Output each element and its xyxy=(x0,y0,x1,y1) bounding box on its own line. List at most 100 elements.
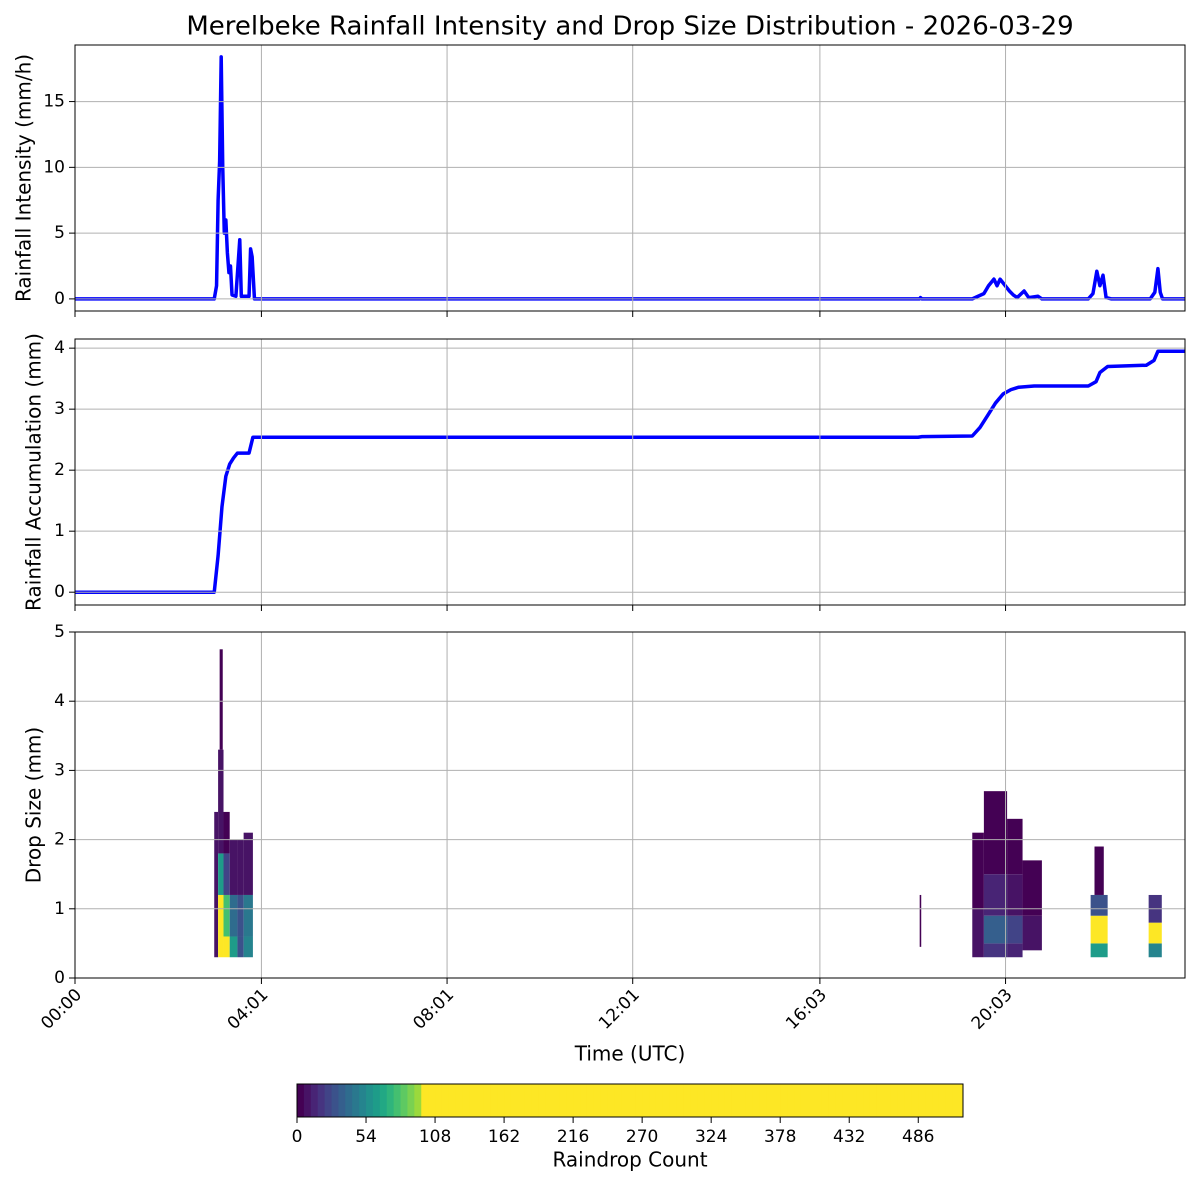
heatmap-cell xyxy=(223,936,230,958)
colorbar-tick-label: 108 xyxy=(419,1127,451,1147)
colorbar-tick-label: 0 xyxy=(292,1127,303,1147)
colorbar-segment xyxy=(366,1084,374,1117)
colorbar-segment xyxy=(331,1084,339,1117)
colorbar-segment xyxy=(669,1084,678,1117)
colorbar-segment xyxy=(310,1084,319,1117)
colorbar-segment xyxy=(745,1084,754,1117)
colorbar-segment xyxy=(469,1084,477,1117)
colorbar-segment xyxy=(718,1084,726,1117)
data-line xyxy=(75,55,1185,301)
heatmap-cell xyxy=(1007,818,1023,875)
heatmap-cell xyxy=(983,791,1008,875)
colorbar-segment xyxy=(552,1084,560,1117)
colorbar-segment xyxy=(476,1084,484,1117)
colorbar-tick-label: 54 xyxy=(355,1127,377,1147)
colorbar-segment xyxy=(635,1084,643,1117)
colorbar-segment xyxy=(352,1084,360,1117)
y-tick-label: 0 xyxy=(54,289,65,309)
y-tick-label: 4 xyxy=(54,691,65,711)
colorbar-segment xyxy=(400,1084,408,1117)
heatmap-cell xyxy=(243,832,253,895)
colorbar-segment xyxy=(586,1084,595,1117)
y-axis-label: Drop Size (mm) xyxy=(22,727,46,883)
heatmap-cell xyxy=(219,649,223,750)
heatmap-cell xyxy=(229,936,238,958)
colorbar-segment xyxy=(932,1084,940,1117)
heatmap-cell xyxy=(919,894,922,947)
heatmap-cell xyxy=(983,915,1008,944)
y-tick-label: 3 xyxy=(54,399,65,419)
x-tick-label: 00:00 xyxy=(37,985,86,1034)
colorbar-segment xyxy=(945,1084,954,1117)
colorbar-segment xyxy=(324,1084,333,1117)
heatmap-cell xyxy=(1007,915,1023,944)
heatmap-cell xyxy=(229,839,238,895)
colorbar-tick-label: 486 xyxy=(902,1127,934,1147)
heatmap-cell xyxy=(243,894,253,937)
heatmap-cell xyxy=(218,936,224,958)
colorbar-segment xyxy=(448,1084,457,1117)
colorbar-segment xyxy=(614,1084,622,1117)
chart-title: Merelbeke Rainfall Intensity and Drop Si… xyxy=(186,12,1073,42)
heatmap-cell xyxy=(1022,915,1042,951)
heatmap-cell xyxy=(223,894,230,937)
colorbar-segment xyxy=(876,1084,885,1117)
colorbar-segment xyxy=(573,1084,581,1117)
colorbar-segment xyxy=(545,1084,553,1117)
colorbar-segment xyxy=(421,1084,429,1117)
heatmap-cell xyxy=(218,894,224,937)
y-tick-label: 1 xyxy=(54,521,65,541)
colorbar-segment xyxy=(538,1084,547,1117)
colorbar-segment xyxy=(773,1084,781,1117)
colorbar-label: Raindrop Count xyxy=(552,1148,707,1172)
heatmap-cell xyxy=(223,811,230,854)
colorbar-segment xyxy=(925,1084,933,1117)
colorbar-segment xyxy=(849,1084,857,1117)
colorbar-segment xyxy=(828,1084,836,1117)
axes-frame xyxy=(74,44,1186,312)
colorbar-segment xyxy=(752,1084,760,1117)
colorbar-segment xyxy=(607,1084,616,1117)
heatmap-cell xyxy=(1094,846,1104,895)
colorbar-segment xyxy=(303,1084,312,1117)
colorbar-tick-label: 162 xyxy=(488,1127,520,1147)
x-tick-label: 20:03 xyxy=(968,985,1017,1034)
y-tick-label: 3 xyxy=(54,760,65,780)
colorbar-segment xyxy=(531,1084,540,1117)
colorbar-segment xyxy=(697,1084,705,1117)
colorbar-segment xyxy=(393,1084,402,1117)
colorbar-segment xyxy=(869,1084,878,1117)
colorbar-segment xyxy=(297,1084,305,1117)
colorbar-segment xyxy=(642,1084,650,1117)
y-axis-label: Rainfall Intensity (mm/h) xyxy=(12,54,36,302)
colorbar-tick-label: 378 xyxy=(764,1127,796,1147)
colorbar-segment xyxy=(428,1084,436,1117)
colorbar-segment xyxy=(711,1084,719,1117)
heatmap-cell xyxy=(243,936,253,958)
heatmap-cell xyxy=(1007,943,1023,958)
colorbar-segment xyxy=(649,1084,657,1117)
colorbar-segment xyxy=(338,1084,346,1117)
heatmap-cell xyxy=(983,943,1008,958)
colorbar-segment xyxy=(959,1084,964,1117)
colorbar-segment xyxy=(407,1084,415,1117)
colorbar-segment xyxy=(835,1084,843,1117)
colorbar-segment xyxy=(918,1084,926,1117)
colorbar-segment xyxy=(814,1084,823,1117)
colorbar-segment xyxy=(690,1084,698,1117)
colorbar-segment xyxy=(621,1084,629,1117)
colorbar-tick-label: 432 xyxy=(833,1127,865,1147)
colorbar-tick-label: 216 xyxy=(557,1127,589,1147)
heatmap-cell xyxy=(1090,915,1108,944)
colorbar-segment xyxy=(766,1084,774,1117)
x-tick-label: 16:03 xyxy=(782,985,831,1034)
heatmap-cell xyxy=(237,839,244,895)
colorbar-segment xyxy=(414,1084,422,1117)
heatmap-cell xyxy=(1090,894,1108,916)
colorbar-segment xyxy=(911,1084,919,1117)
y-tick-label: 10 xyxy=(43,157,65,177)
colorbar-segment xyxy=(559,1084,567,1117)
colorbar-segment xyxy=(759,1084,767,1117)
heatmap-cell xyxy=(223,853,230,895)
